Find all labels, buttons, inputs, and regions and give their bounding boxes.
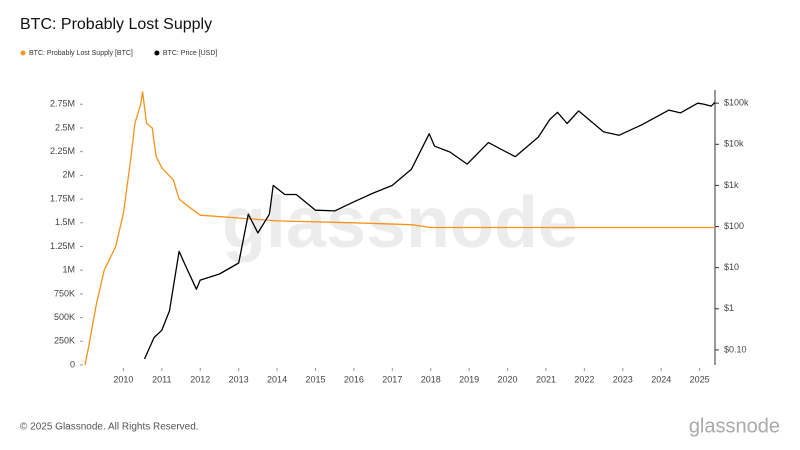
x-tick-label: 2022 xyxy=(574,374,594,384)
copyright: © 2025 Glassnode. All Rights Reserved. xyxy=(20,422,199,433)
y-tick-label: 1.5M xyxy=(55,217,75,227)
x-tick-label: 2014 xyxy=(267,374,287,384)
y2-tick-label: $1k xyxy=(724,180,739,190)
y2-tick-label: $0.10 xyxy=(724,344,747,354)
x-tick-label: 2019 xyxy=(459,374,479,384)
legend-marker xyxy=(20,50,26,56)
series-line xyxy=(84,91,715,366)
y-tick-label: 2.25M xyxy=(50,146,75,156)
legend-marker xyxy=(154,50,160,56)
y-tick-label: 750K xyxy=(54,288,75,298)
y-tick-label: 500K xyxy=(54,312,75,322)
x-tick-label: 2012 xyxy=(190,374,210,384)
y-tick-label: 1.25M xyxy=(50,241,75,251)
x-tick-label: 2011 xyxy=(152,374,171,384)
x-tick-label: 2016 xyxy=(344,374,364,384)
y-tick-label: 1.75M xyxy=(50,193,75,203)
y-tick-label: 2.5M xyxy=(55,122,75,132)
y2-tick-label: $10k xyxy=(724,139,744,149)
x-tick-label: 2023 xyxy=(613,374,633,384)
y-tick-label: 0 xyxy=(70,359,75,369)
y-tick-label: 250K xyxy=(54,336,75,346)
watermark: glassnode xyxy=(222,183,578,263)
chart-title: BTC: Probably Lost Supply xyxy=(20,16,212,33)
y2-tick-label: $100 xyxy=(724,221,744,231)
y2-tick-label: $100k xyxy=(724,98,749,108)
legend-label: BTC: Probably Lost Supply [BTC] xyxy=(29,50,133,57)
x-tick-label: 2024 xyxy=(651,374,671,384)
x-tick-label: 2020 xyxy=(498,374,518,384)
y2-tick-label: $1 xyxy=(724,303,734,313)
legend-label: BTC: Price [USD] xyxy=(163,50,218,57)
y2-tick-label: $10 xyxy=(724,262,739,272)
y-tick-label: 2.75M xyxy=(50,99,75,109)
y-tick-label: 1M xyxy=(62,265,75,275)
brand-logo: glassnode xyxy=(689,415,780,437)
x-tick-label: 2018 xyxy=(421,374,441,384)
x-tick-label: 2025 xyxy=(690,374,710,384)
x-tick-label: 2013 xyxy=(229,374,249,384)
x-tick-label: 2021 xyxy=(536,374,556,384)
y-tick-label: 2M xyxy=(62,170,75,180)
x-tick-label: 2010 xyxy=(113,374,133,384)
x-tick-label: 2017 xyxy=(382,374,402,384)
x-tick-label: 2015 xyxy=(305,374,325,384)
series-line xyxy=(143,101,716,360)
